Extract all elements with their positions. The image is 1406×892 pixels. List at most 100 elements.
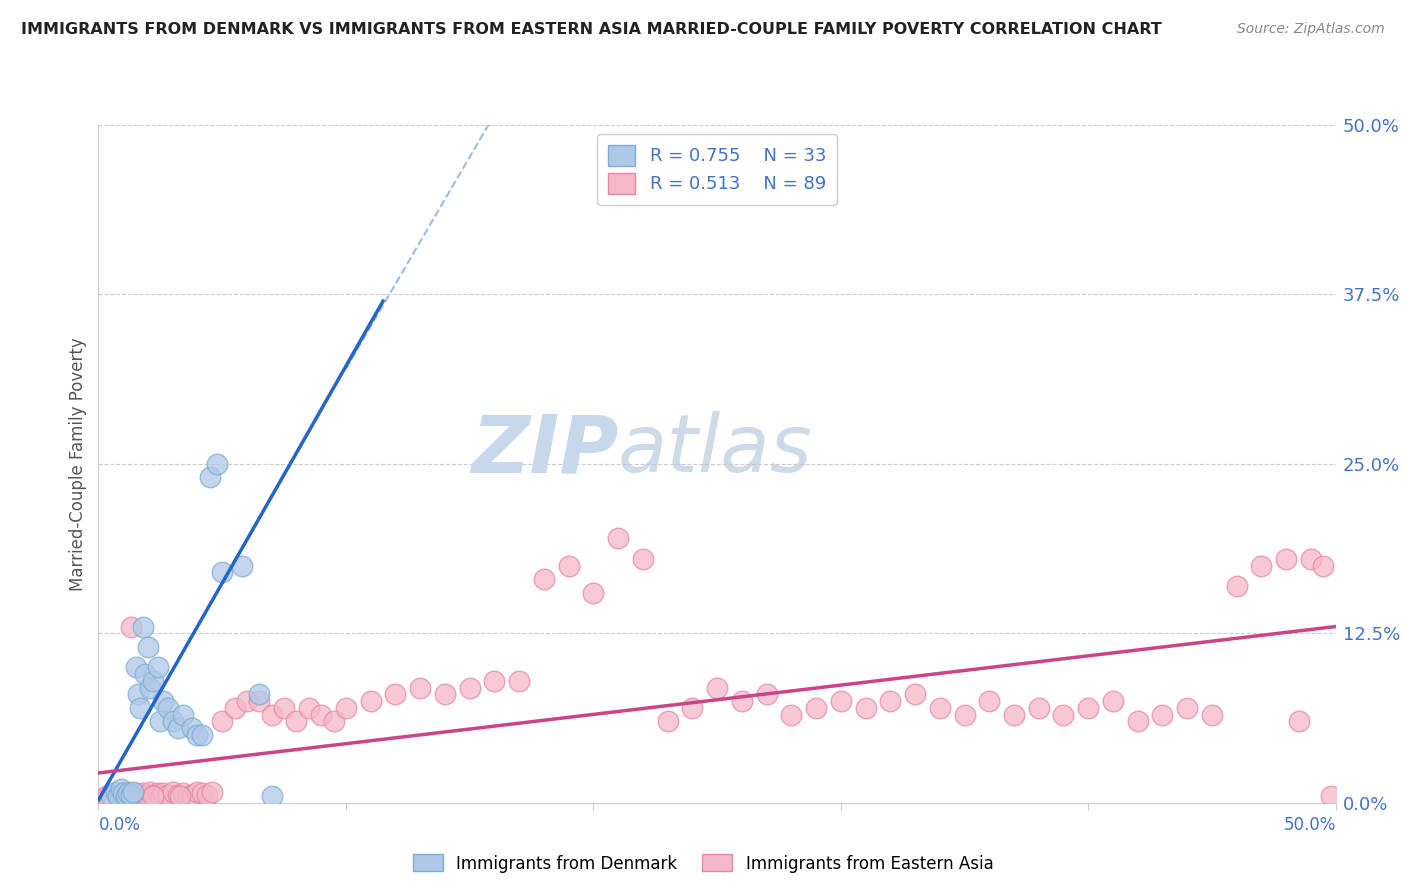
Point — [136, 788, 159, 802]
Text: Source: ZipAtlas.com: Source: ZipAtlas.com — [1237, 22, 1385, 37]
Point — [191, 728, 214, 742]
Point — [152, 694, 174, 708]
Text: ZIP: ZIP — [471, 411, 619, 490]
Point — [458, 681, 481, 695]
Point — [181, 788, 204, 802]
Point — [139, 681, 162, 695]
Point — [260, 707, 283, 722]
Point — [1002, 707, 1025, 722]
Point — [335, 701, 357, 715]
Point — [100, 788, 122, 802]
Legend: Immigrants from Denmark, Immigrants from Eastern Asia: Immigrants from Denmark, Immigrants from… — [406, 847, 1000, 880]
Point — [134, 667, 156, 681]
Point — [94, 789, 117, 803]
Point — [1299, 551, 1322, 566]
Point — [804, 701, 827, 715]
Point — [285, 714, 308, 729]
Point — [1319, 789, 1341, 803]
Point — [1226, 579, 1249, 593]
Point — [186, 785, 208, 799]
Point — [236, 694, 259, 708]
Point — [953, 707, 976, 722]
Point — [1126, 714, 1149, 729]
Point — [211, 566, 233, 580]
Point — [247, 694, 270, 708]
Point — [607, 532, 630, 546]
Point — [149, 714, 172, 729]
Point — [172, 786, 194, 800]
Point — [110, 782, 132, 797]
Point — [979, 694, 1001, 708]
Point — [104, 785, 127, 799]
Point — [904, 687, 927, 701]
Text: IMMIGRANTS FROM DENMARK VS IMMIGRANTS FROM EASTERN ASIA MARRIED-COUPLE FAMILY PO: IMMIGRANTS FROM DENMARK VS IMMIGRANTS FR… — [21, 22, 1161, 37]
Point — [127, 789, 149, 803]
Point — [146, 660, 169, 674]
Point — [928, 701, 950, 715]
Point — [142, 673, 165, 688]
Point — [433, 687, 456, 701]
Point — [191, 786, 214, 800]
Point — [120, 619, 142, 633]
Point — [211, 714, 233, 729]
Point — [156, 788, 179, 802]
Point — [1077, 701, 1099, 715]
Point — [146, 786, 169, 800]
Point — [166, 788, 188, 802]
Point — [1175, 701, 1198, 715]
Point — [122, 788, 145, 802]
Point — [152, 786, 174, 800]
Point — [127, 687, 149, 701]
Point — [1102, 694, 1125, 708]
Point — [384, 687, 406, 701]
Point — [97, 789, 120, 803]
Point — [139, 785, 162, 799]
Point — [129, 701, 152, 715]
Point — [172, 707, 194, 722]
Point — [198, 470, 221, 484]
Point — [309, 707, 332, 722]
Point — [557, 558, 579, 573]
Point — [247, 687, 270, 701]
Point — [224, 701, 246, 715]
Point — [104, 786, 127, 800]
Point — [273, 701, 295, 715]
Point — [855, 701, 877, 715]
Point — [124, 660, 146, 674]
Point — [162, 785, 184, 799]
Point — [706, 681, 728, 695]
Point — [117, 785, 139, 799]
Point — [117, 786, 139, 800]
Text: 0.0%: 0.0% — [98, 816, 141, 834]
Point — [231, 558, 253, 573]
Point — [136, 640, 159, 654]
Point — [169, 789, 191, 803]
Point — [112, 786, 135, 800]
Point — [107, 789, 129, 803]
Point — [1028, 701, 1050, 715]
Point — [508, 673, 530, 688]
Point — [1152, 707, 1174, 722]
Y-axis label: Married-Couple Family Poverty: Married-Couple Family Poverty — [69, 337, 87, 591]
Point — [533, 572, 555, 586]
Point — [657, 714, 679, 729]
Point — [103, 789, 125, 803]
Point — [134, 789, 156, 803]
Point — [681, 701, 703, 715]
Point — [122, 785, 145, 799]
Point — [484, 673, 506, 688]
Point — [1288, 714, 1310, 729]
Point — [156, 701, 179, 715]
Point — [166, 721, 188, 735]
Point — [1275, 551, 1298, 566]
Point — [1201, 707, 1223, 722]
Point — [129, 788, 152, 802]
Point — [195, 788, 218, 802]
Point — [879, 694, 901, 708]
Point — [322, 714, 344, 729]
Point — [162, 714, 184, 729]
Point — [186, 728, 208, 742]
Point — [201, 785, 224, 799]
Point — [176, 789, 198, 803]
Point — [260, 789, 283, 803]
